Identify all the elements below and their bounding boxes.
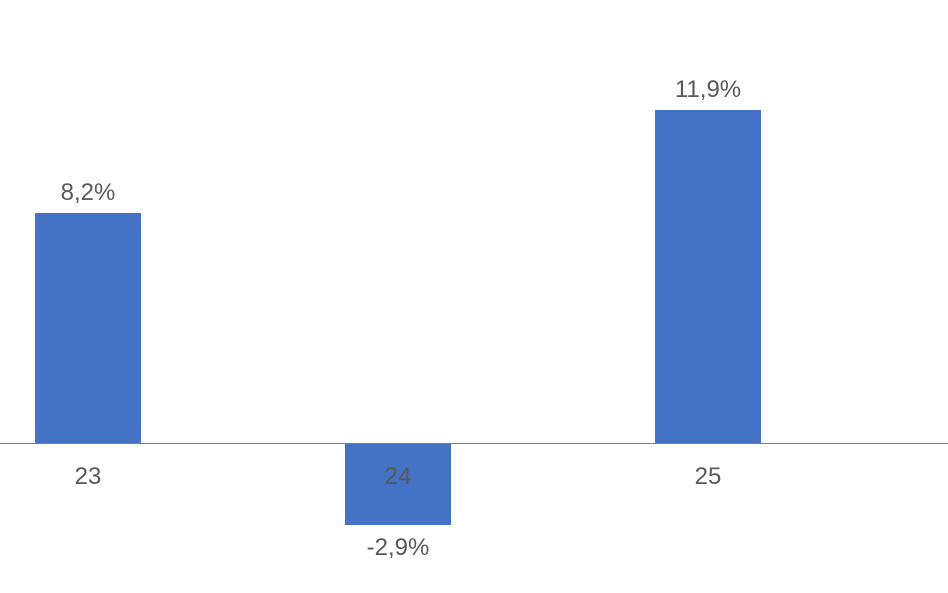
value-label: 8,2% xyxy=(61,179,116,207)
category-label: 24 xyxy=(385,463,412,491)
bar xyxy=(655,110,761,443)
bar xyxy=(35,213,141,443)
category-label: 23 xyxy=(75,463,102,491)
category-label: 25 xyxy=(695,463,722,491)
value-label: 11,9% xyxy=(675,76,741,104)
x-axis xyxy=(0,443,948,444)
value-label: -2,9% xyxy=(367,534,430,562)
bar-chart: 8,2%23-2,9%2411,9%25142 xyxy=(0,0,948,593)
